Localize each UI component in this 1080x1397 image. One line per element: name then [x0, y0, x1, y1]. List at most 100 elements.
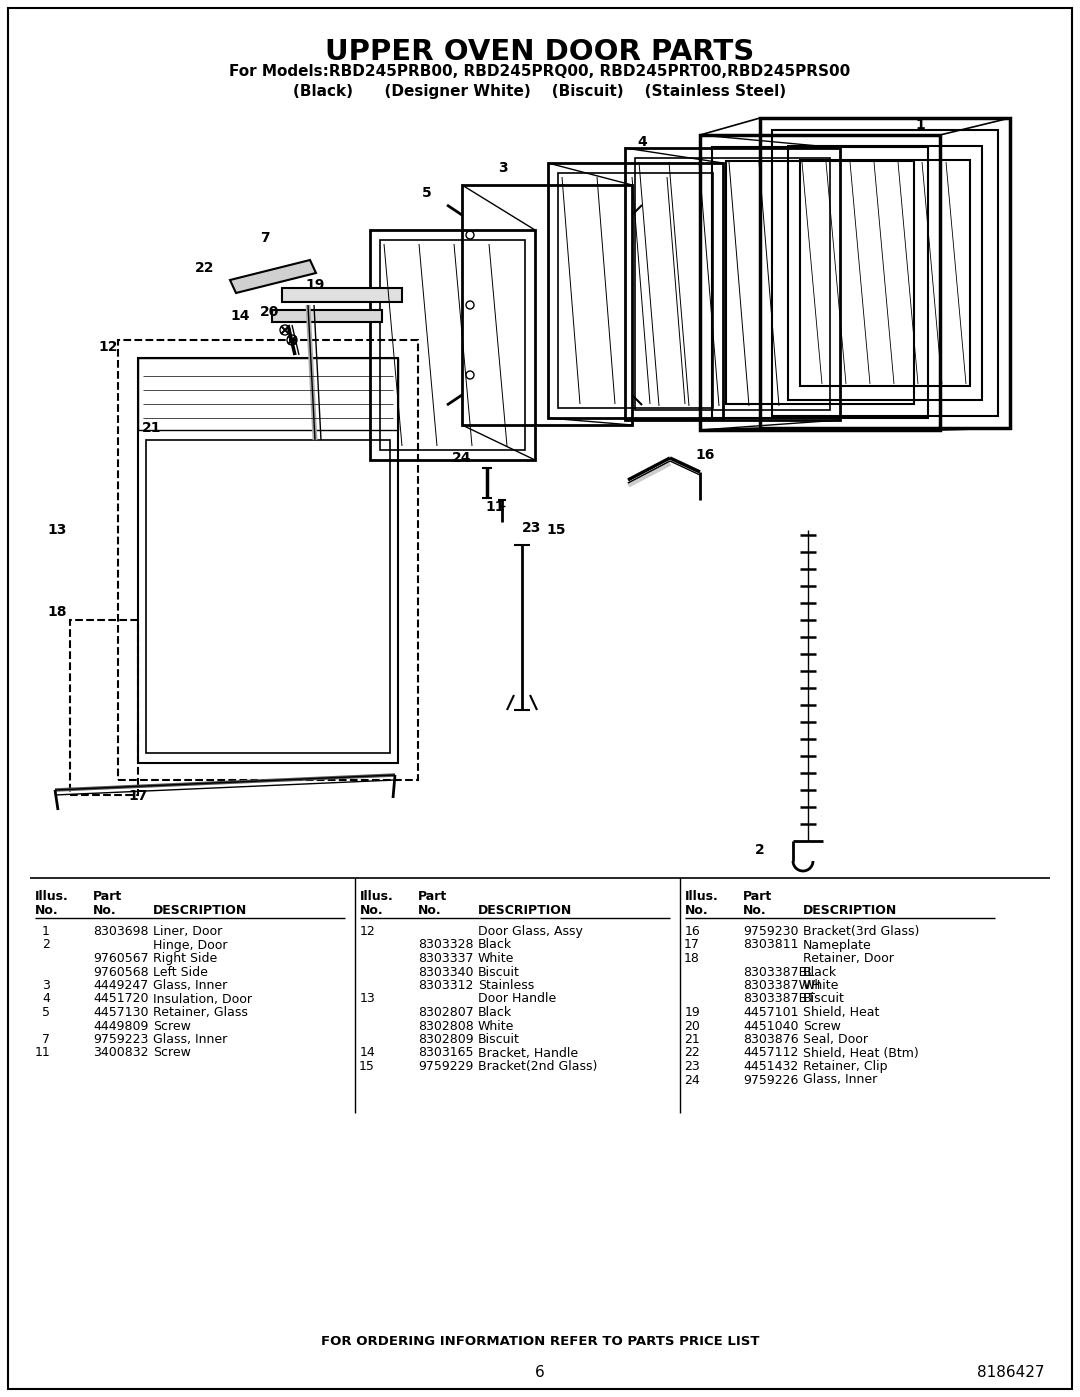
Text: 8303811: 8303811 — [743, 939, 798, 951]
Text: Screw: Screw — [153, 1046, 191, 1059]
Text: 8303337: 8303337 — [418, 951, 473, 965]
Text: 20: 20 — [260, 305, 280, 319]
Text: Seal, Door: Seal, Door — [804, 1032, 868, 1046]
Text: 11: 11 — [35, 1046, 50, 1059]
Bar — [380, 240, 525, 450]
Text: No.: No. — [685, 904, 708, 916]
Text: 1: 1 — [915, 117, 924, 131]
Text: 2: 2 — [755, 842, 765, 856]
Text: Illus.: Illus. — [685, 890, 719, 902]
Polygon shape — [230, 260, 316, 293]
Text: 13: 13 — [48, 522, 67, 536]
Text: 8303387WH: 8303387WH — [743, 979, 821, 992]
Text: 14: 14 — [230, 309, 249, 323]
Text: 13: 13 — [360, 992, 375, 1006]
Text: Biscuit: Biscuit — [478, 965, 519, 978]
Text: 4457101: 4457101 — [743, 1006, 798, 1018]
Text: 21: 21 — [685, 1032, 700, 1046]
Bar — [788, 147, 982, 400]
Text: 4451720: 4451720 — [93, 992, 149, 1006]
Text: 4449247: 4449247 — [93, 979, 148, 992]
Text: Bracket(2nd Glass): Bracket(2nd Glass) — [478, 1060, 597, 1073]
Text: 7: 7 — [42, 1032, 50, 1046]
Bar — [548, 163, 723, 418]
Text: 8186427: 8186427 — [977, 1365, 1045, 1380]
Text: Hinge, Door: Hinge, Door — [153, 939, 228, 951]
Text: 8302807: 8302807 — [418, 1006, 474, 1018]
Text: UPPER OVEN DOOR PARTS: UPPER OVEN DOOR PARTS — [325, 38, 755, 66]
Text: 3: 3 — [42, 979, 50, 992]
Text: 4: 4 — [637, 136, 647, 149]
Text: Door Glass, Assy: Door Glass, Assy — [478, 925, 583, 937]
Text: 18: 18 — [684, 951, 700, 965]
Bar — [70, 620, 138, 795]
Text: Shield, Heat: Shield, Heat — [804, 1006, 879, 1018]
Text: 19: 19 — [685, 1006, 700, 1018]
Text: 4451432: 4451432 — [743, 1060, 798, 1073]
Bar — [800, 161, 970, 386]
Text: Right Side: Right Side — [153, 951, 217, 965]
Text: No.: No. — [743, 904, 767, 916]
Text: Retainer, Glass: Retainer, Glass — [153, 1006, 248, 1018]
Text: Door Handle: Door Handle — [478, 992, 556, 1006]
Text: 7: 7 — [260, 231, 270, 244]
Text: 8302809: 8302809 — [418, 1032, 474, 1046]
Text: 4449809: 4449809 — [93, 1020, 148, 1032]
Text: 18: 18 — [48, 605, 67, 619]
Text: Black: Black — [804, 965, 837, 978]
Text: 9760568: 9760568 — [93, 965, 149, 978]
Text: FOR ORDERING INFORMATION REFER TO PARTS PRICE LIST: FOR ORDERING INFORMATION REFER TO PARTS … — [321, 1336, 759, 1348]
Text: Liner, Door: Liner, Door — [153, 925, 222, 937]
Text: 1: 1 — [42, 925, 50, 937]
Text: 9759223: 9759223 — [93, 1032, 148, 1046]
Text: Part: Part — [418, 890, 447, 902]
Text: Illus.: Illus. — [35, 890, 69, 902]
Text: 20: 20 — [684, 1020, 700, 1032]
Text: 14: 14 — [360, 1046, 375, 1059]
Text: Illus.: Illus. — [360, 890, 394, 902]
Text: Insulation, Door: Insulation, Door — [153, 992, 252, 1006]
Text: 9759229: 9759229 — [418, 1060, 473, 1073]
Bar — [625, 148, 840, 420]
Text: Black: Black — [478, 939, 512, 951]
Text: 16: 16 — [685, 925, 700, 937]
Text: DESCRIPTION: DESCRIPTION — [804, 904, 897, 916]
Bar — [462, 184, 632, 425]
Text: DESCRIPTION: DESCRIPTION — [153, 904, 247, 916]
Text: 9760567: 9760567 — [93, 951, 149, 965]
Text: 12: 12 — [360, 925, 375, 937]
Text: 4: 4 — [42, 992, 50, 1006]
Text: Nameplate: Nameplate — [804, 939, 872, 951]
Text: 21: 21 — [143, 420, 162, 434]
Bar — [772, 130, 998, 416]
Text: 19: 19 — [306, 278, 325, 292]
Text: 8302808: 8302808 — [418, 1020, 474, 1032]
Text: 4457112: 4457112 — [743, 1046, 798, 1059]
Text: White: White — [804, 979, 839, 992]
Bar — [146, 440, 390, 753]
Text: 5: 5 — [422, 186, 432, 200]
Text: Retainer, Door: Retainer, Door — [804, 951, 894, 965]
Text: Glass, Inner: Glass, Inner — [804, 1073, 877, 1087]
Text: 8303698: 8303698 — [93, 925, 149, 937]
Bar — [118, 339, 418, 780]
Text: White: White — [478, 1020, 514, 1032]
Text: No.: No. — [418, 904, 442, 916]
Bar — [635, 158, 831, 409]
Text: Part: Part — [93, 890, 122, 902]
Bar — [726, 161, 914, 404]
Text: For Models:RBD245PRB00, RBD245PRQ00, RBD245PRT00,RBD245PRS00: For Models:RBD245PRB00, RBD245PRQ00, RBD… — [229, 64, 851, 80]
Bar — [700, 136, 940, 430]
Text: 8303387BL: 8303387BL — [743, 965, 814, 978]
Text: 8303328: 8303328 — [418, 939, 473, 951]
Text: 23: 23 — [523, 521, 542, 535]
Text: Stainless: Stainless — [478, 979, 535, 992]
Text: 17: 17 — [129, 789, 148, 803]
Bar — [282, 288, 402, 302]
Text: No.: No. — [35, 904, 58, 916]
Text: 8303340: 8303340 — [418, 965, 473, 978]
Text: 6: 6 — [535, 1365, 545, 1380]
Text: 15: 15 — [546, 522, 566, 536]
Text: Glass, Inner: Glass, Inner — [153, 1032, 227, 1046]
Text: 8303165: 8303165 — [418, 1046, 473, 1059]
